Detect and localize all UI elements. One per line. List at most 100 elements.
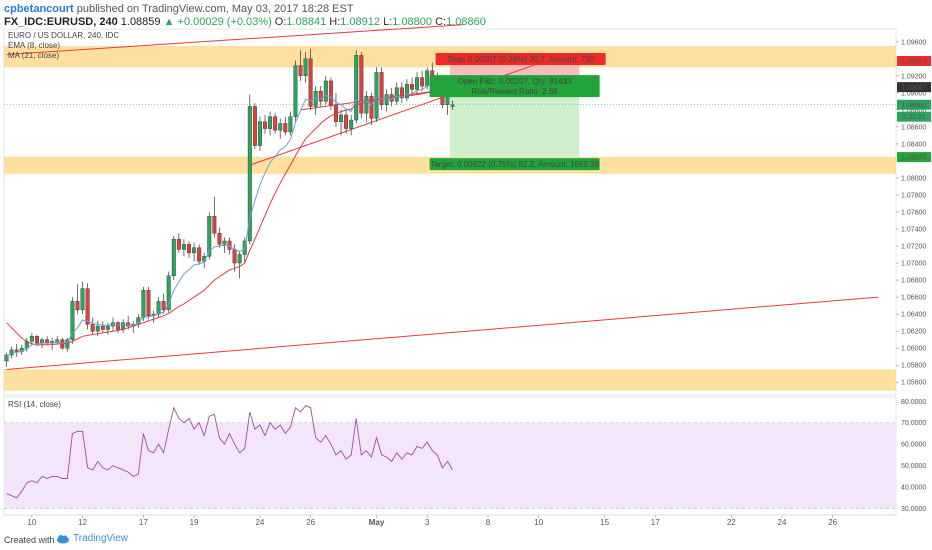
candle <box>394 82 399 105</box>
take-profit-zone <box>450 87 580 158</box>
open-pnl-label: Open P&L: 0.00207, Qty: 81433 <box>458 77 572 86</box>
candle <box>349 114 354 136</box>
price-tag-label: 1.09067 <box>901 85 926 92</box>
candle-body <box>237 254 242 264</box>
candle-body <box>105 325 110 330</box>
candle <box>384 89 389 112</box>
candle-body <box>420 77 425 87</box>
low-label: L: <box>383 16 393 28</box>
rsi-y-tick-label: 60.0000 <box>901 442 926 449</box>
position-label-box <box>429 75 600 98</box>
supply-demand-zone <box>4 369 896 391</box>
y-tick-label: 1.06800 <box>901 278 926 285</box>
candle-body <box>85 288 90 325</box>
candle <box>141 286 146 321</box>
publish-info: published on TradingView.com, May 03, 20… <box>76 3 354 15</box>
candle-body <box>55 339 60 342</box>
candle <box>344 109 349 134</box>
candle-body <box>354 55 359 121</box>
footer: Created with TradingView <box>0 530 932 550</box>
candle <box>217 227 222 248</box>
candle <box>100 320 105 333</box>
price-change: +0.00029 (+0.03%) <box>177 16 272 28</box>
symbol-name: FX_IDC:EURUSD, 240 <box>4 16 118 28</box>
candle <box>9 346 14 359</box>
candle <box>293 60 298 122</box>
candle <box>339 109 344 136</box>
rsi-y-tick-label: 50.0000 <box>901 463 926 470</box>
candle-body <box>80 288 85 311</box>
y-tick-label: 1.08000 <box>901 175 926 182</box>
x-tick-label: 24 <box>778 518 787 527</box>
candle-body <box>100 325 105 330</box>
candle <box>247 94 252 245</box>
candle-body <box>166 275 171 311</box>
rsi-line <box>6 405 453 499</box>
candle <box>192 242 197 262</box>
trendline[interactable] <box>249 54 565 166</box>
x-tick-label: 17 <box>651 518 660 527</box>
rsi-y-tick-label: 70.0000 <box>901 420 926 427</box>
x-tick-label: May <box>369 518 385 527</box>
position-label-box <box>429 158 600 171</box>
candle-body <box>273 116 278 131</box>
candle-body <box>288 116 293 133</box>
candle-body <box>181 244 186 250</box>
candle-body <box>146 290 151 317</box>
x-tick-label: 26 <box>306 518 315 527</box>
y-tick-label: 1.09000 <box>901 90 926 97</box>
open-value: 1.08841 <box>286 16 327 28</box>
candle-body <box>40 339 44 344</box>
candle <box>278 118 283 139</box>
y-tick-label: 1.09200 <box>901 73 926 80</box>
candle <box>171 235 176 281</box>
price-tag-label: 1.08860 <box>901 102 926 109</box>
candle <box>85 283 90 330</box>
candle <box>268 111 273 136</box>
author-name[interactable]: cpbetancourt <box>4 3 74 15</box>
candle <box>156 297 161 318</box>
rsi-y-tick-label: 80.0000 <box>901 399 926 406</box>
candle-body <box>4 354 9 362</box>
ma-21-line <box>6 91 453 346</box>
x-tick-label: 17 <box>139 518 148 527</box>
candle-body <box>70 301 75 340</box>
y-tick-label: 1.05800 <box>901 363 926 370</box>
y-tick-label: 1.09600 <box>901 39 926 46</box>
candle-body <box>323 80 328 102</box>
candle-body <box>156 301 161 315</box>
candle-body <box>45 339 50 344</box>
publish-header: cpbetancourt published on TradingView.co… <box>4 3 354 15</box>
candle-body <box>247 106 252 242</box>
x-tick-label: 12 <box>78 518 87 527</box>
candle <box>252 103 257 150</box>
candle-body <box>364 96 369 114</box>
stop-label: Stop: 0.00307 (0.28%) 30.7, Amount: 750 <box>447 55 595 64</box>
trendline[interactable] <box>6 296 879 370</box>
candle <box>105 322 110 335</box>
trendline[interactable] <box>6 24 463 56</box>
x-tick-label: 3 <box>425 518 430 527</box>
candle-body <box>425 70 430 87</box>
candle <box>354 50 359 124</box>
candle-body <box>232 249 237 264</box>
candle-body <box>212 216 217 234</box>
x-tick-label: 10 <box>27 518 36 527</box>
candle <box>116 320 121 333</box>
candle-body <box>399 87 404 99</box>
price-tag-label: 1.09374 <box>901 59 926 66</box>
candle-body <box>65 339 70 349</box>
candle <box>176 233 181 253</box>
price-tag <box>897 111 931 122</box>
candle <box>126 315 131 330</box>
candle <box>65 337 70 352</box>
tradingview-logo[interactable]: TradingView <box>56 533 128 544</box>
candle-body <box>278 123 283 131</box>
y-tick-label: 1.06400 <box>901 312 926 319</box>
candle <box>161 293 166 315</box>
price-chart[interactable]: Stop: 0.00307 (0.28%) 30.7, Amount: 750 O… <box>0 0 932 530</box>
candle <box>237 251 242 279</box>
candle-body <box>404 84 409 99</box>
risk-reward-label: Risk/Reward Ratio: 2.68 <box>471 87 558 96</box>
candle-body <box>14 349 19 352</box>
